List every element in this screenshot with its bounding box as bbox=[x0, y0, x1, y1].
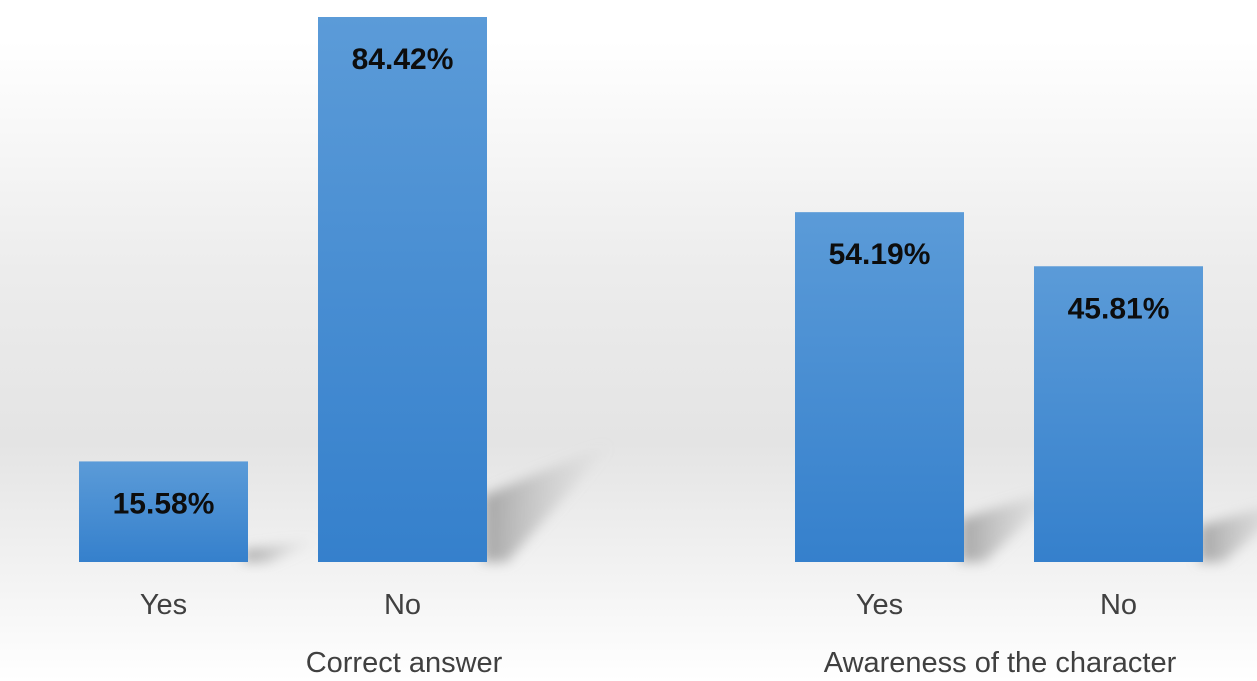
category-label-awareness-no: No bbox=[1100, 589, 1137, 621]
bar-shadow-correct-answer-no bbox=[483, 442, 613, 562]
value-label-awareness-yes: 54.19% bbox=[829, 238, 931, 271]
bar-correct-answer-yes bbox=[79, 461, 248, 562]
value-label-correct-answer-no: 84.42% bbox=[352, 43, 454, 76]
bar-awareness-yes bbox=[795, 212, 964, 563]
bar-correct-answer-no bbox=[318, 17, 487, 562]
group-label-awareness: Awareness of the character bbox=[824, 647, 1177, 679]
group-label-correct-answer: Correct answer bbox=[306, 647, 503, 679]
bar-shadow-correct-answer-yes bbox=[244, 539, 321, 562]
category-label-correct-answer-yes: Yes bbox=[140, 589, 187, 621]
value-label-awareness-no: 45.81% bbox=[1068, 292, 1170, 325]
category-label-correct-answer-no: No bbox=[384, 589, 421, 621]
value-label-correct-answer-yes: 15.58% bbox=[113, 487, 215, 520]
labels: 15.58% Yes 84.42% No Correct answer 54.19% Yes… bbox=[113, 43, 1177, 679]
bar-awareness-no bbox=[1034, 266, 1203, 562]
bar-shadow-awareness-no bbox=[1199, 509, 1257, 562]
category-label-awareness-yes: Yes bbox=[856, 589, 903, 621]
bars bbox=[79, 17, 1203, 563]
